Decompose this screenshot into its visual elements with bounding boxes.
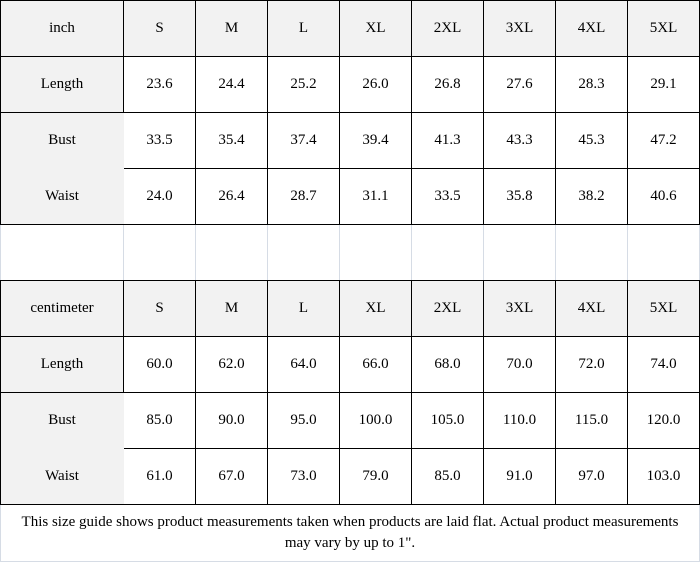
- measurement-value: 103.0: [627, 448, 700, 505]
- row-label: Bust: [1, 393, 123, 448]
- measurement-value: 25.2: [267, 56, 340, 113]
- measurement-value: 95.0: [267, 392, 340, 449]
- measurement-value: 110.0: [483, 392, 556, 449]
- measurement-value: 29.1: [627, 56, 700, 113]
- row-label: Length: [0, 56, 124, 113]
- measurement-value: 74.0: [627, 336, 700, 393]
- measurement-value: 26.4: [195, 168, 268, 225]
- size-header: XL: [339, 0, 412, 57]
- size-header: S: [123, 280, 196, 337]
- unit-header: inch: [0, 0, 124, 57]
- measurement-value: 41.3: [411, 112, 484, 169]
- measurement-value: 24.4: [195, 56, 268, 113]
- size-guide-note: This size guide shows product measuremen…: [0, 504, 700, 562]
- measurement-value: 115.0: [555, 392, 628, 449]
- row-label: Length: [0, 336, 124, 393]
- measurement-value: 26.8: [411, 56, 484, 113]
- measurement-value: 37.4: [267, 112, 340, 169]
- size-header: 3XL: [483, 0, 556, 57]
- measurement-value: 23.6: [123, 56, 196, 113]
- measurement-value: 38.2: [555, 168, 628, 225]
- row-label: Waist: [1, 169, 123, 224]
- size-header: 5XL: [627, 0, 700, 57]
- measurement-value: 100.0: [339, 392, 412, 449]
- measurement-value: 35.8: [483, 168, 556, 225]
- size-header: S: [123, 0, 196, 57]
- size-header: M: [195, 280, 268, 337]
- size-header: 5XL: [627, 280, 700, 337]
- measurement-value: 97.0: [555, 448, 628, 505]
- spacer-cell: [627, 225, 700, 280]
- measurement-value: 35.4: [195, 112, 268, 169]
- measurement-value: 68.0: [411, 336, 484, 393]
- measurement-value: 60.0: [123, 336, 196, 393]
- measurement-value: 33.5: [123, 112, 196, 169]
- measurement-value: 33.5: [411, 168, 484, 225]
- spacer-cell: [0, 225, 124, 280]
- measurement-value: 105.0: [411, 392, 484, 449]
- unit-header: centimeter: [0, 280, 124, 337]
- measurement-value: 31.1: [339, 168, 412, 225]
- spacer-cell: [267, 225, 340, 280]
- measurement-value: 91.0: [483, 448, 556, 505]
- size-header: 4XL: [555, 0, 628, 57]
- measurement-value: 26.0: [339, 56, 412, 113]
- measurement-value: 27.6: [483, 56, 556, 113]
- measurement-value: 85.0: [123, 392, 196, 449]
- measurement-value: 24.0: [123, 168, 196, 225]
- spacer-cell: [339, 225, 412, 280]
- measurement-value: 61.0: [123, 448, 196, 505]
- measurement-value: 120.0: [627, 392, 700, 449]
- measurement-value: 47.2: [627, 112, 700, 169]
- measurement-value: 85.0: [411, 448, 484, 505]
- spacer-cell: [555, 225, 628, 280]
- measurement-value: 40.6: [627, 168, 700, 225]
- spacer-cell: [411, 225, 484, 280]
- measurement-value: 70.0: [483, 336, 556, 393]
- measurement-value: 39.4: [339, 112, 412, 169]
- measurement-value: 72.0: [555, 336, 628, 393]
- measurement-value: 73.0: [267, 448, 340, 505]
- measurement-value: 66.0: [339, 336, 412, 393]
- measurement-value: 62.0: [195, 336, 268, 393]
- measurement-value: 64.0: [267, 336, 340, 393]
- measurement-value: 28.3: [555, 56, 628, 113]
- size-header: 4XL: [555, 280, 628, 337]
- spacer-cell: [195, 225, 268, 280]
- row-label: Bust: [1, 113, 123, 168]
- spacer-cell: [483, 225, 556, 280]
- size-header: 2XL: [411, 280, 484, 337]
- size-header: M: [195, 0, 268, 57]
- size-header: L: [267, 280, 340, 337]
- size-header: 3XL: [483, 280, 556, 337]
- measurement-value: 67.0: [195, 448, 268, 505]
- measurement-value: 28.7: [267, 168, 340, 225]
- measurement-value: 90.0: [195, 392, 268, 449]
- measurement-value: 79.0: [339, 448, 412, 505]
- size-header: XL: [339, 280, 412, 337]
- row-label: Waist: [1, 449, 123, 504]
- size-header: 2XL: [411, 0, 484, 57]
- measurement-value: 45.3: [555, 112, 628, 169]
- measurement-value: 43.3: [483, 112, 556, 169]
- spacer-cell: [123, 225, 196, 280]
- size-header: L: [267, 0, 340, 57]
